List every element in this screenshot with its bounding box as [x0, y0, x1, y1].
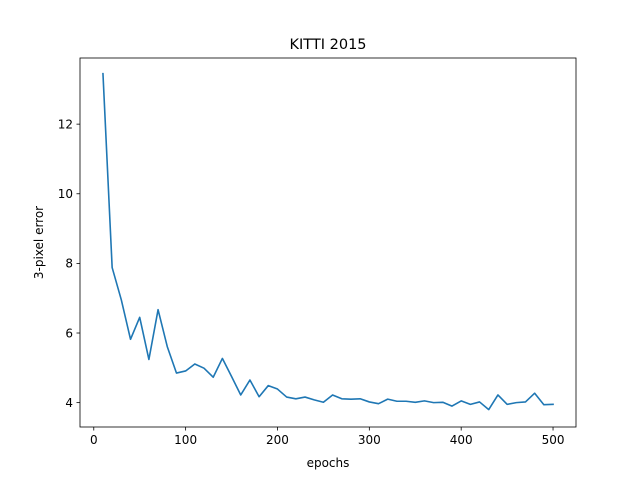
y-tick-label: 12 — [58, 117, 73, 131]
x-tick-label: 300 — [358, 433, 381, 447]
x-axis: 0 100 200 300 400 500 — [90, 427, 565, 447]
x-tick-label: 500 — [542, 433, 565, 447]
plot-frame — [79, 57, 577, 428]
series-layer — [102, 72, 554, 411]
y-tick-label: 10 — [58, 187, 73, 201]
y-axis-label: 3-pixel error — [32, 206, 46, 279]
y-tick-label: 4 — [65, 396, 73, 410]
chart-title: KITTI 2015 — [289, 37, 366, 53]
y-axis: 4 6 8 10 12 — [58, 117, 80, 410]
x-tick-label: 0 — [90, 433, 98, 447]
y-tick-label: 8 — [65, 257, 73, 271]
x-tick-label: 200 — [266, 433, 289, 447]
y-tick-label: 6 — [65, 326, 73, 340]
x-tick-label: 400 — [450, 433, 473, 447]
plot-area — [80, 58, 576, 427]
x-tick-label: 100 — [174, 433, 197, 447]
series-line — [102, 72, 554, 411]
x-axis-label: epochs — [307, 456, 350, 470]
